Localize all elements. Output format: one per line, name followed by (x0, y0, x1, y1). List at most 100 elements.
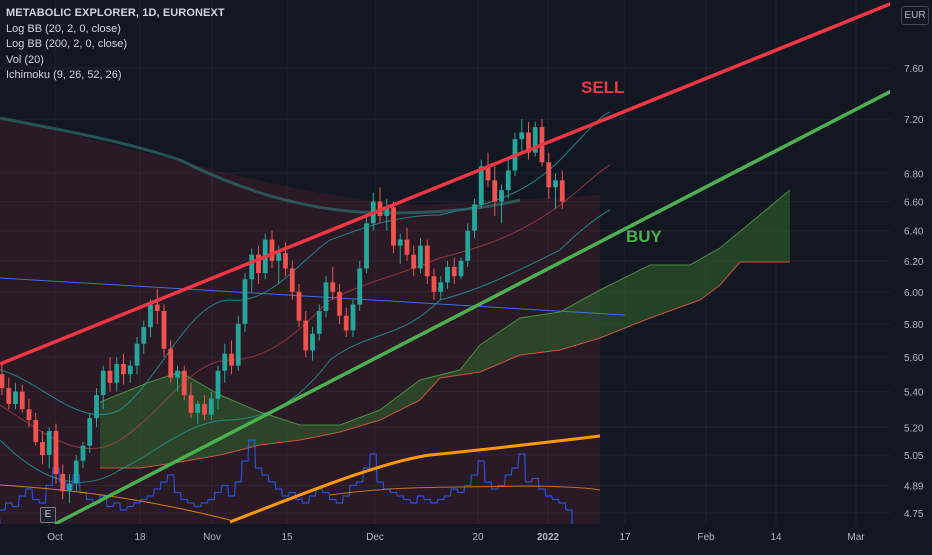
candle (316, 304, 322, 341)
candle (114, 357, 120, 392)
candle (330, 266, 336, 300)
candle-body (316, 310, 322, 334)
candle-body (559, 180, 565, 202)
time-tick-label: Mar (847, 532, 865, 543)
candle-body (404, 239, 410, 255)
candle-body (40, 441, 45, 456)
time-tick-label: Nov (203, 532, 221, 543)
bb200-upper (0, 116, 521, 215)
candle (87, 412, 93, 454)
legend-volume[interactable]: Vol (20) (6, 53, 44, 66)
time-tick-label: 15 (281, 532, 293, 543)
candle (397, 233, 403, 264)
candle-body (141, 327, 147, 344)
symbol-title[interactable]: METABOLIC EXPLORER, 1D, EURONEXT (6, 7, 225, 19)
price-tick-label: 5.60 (904, 353, 924, 364)
currency-badge[interactable]: EUR (901, 6, 929, 25)
candle (13, 382, 18, 410)
candle (445, 260, 450, 289)
candle-body (350, 304, 356, 331)
candle (229, 340, 234, 375)
volume-ma-line (0, 484, 231, 521)
candle (289, 260, 295, 300)
candle-body (100, 370, 106, 396)
price-tick-label: 4.75 (904, 509, 924, 520)
candle (208, 391, 214, 421)
price-tick-label: 6.60 (904, 198, 924, 209)
candle-body (67, 483, 72, 492)
price-axis: 4.75 4.89 5.05 5.20 5.40 5.60 5.80 6.00 6.20 6.40… (904, 64, 924, 520)
candle (451, 257, 457, 284)
sell-annotation: SELL (581, 78, 625, 97)
cloud-span-b (100, 261, 790, 469)
candle-body (26, 409, 32, 421)
candle (350, 299, 356, 338)
volume-series (0, 439, 573, 524)
candle (73, 455, 79, 492)
candle-body (215, 370, 221, 399)
candle (235, 315, 241, 371)
candle-body (175, 370, 180, 378)
candle-body (505, 170, 511, 191)
buy-annotation: BUY (626, 227, 662, 246)
candle (40, 430, 45, 465)
candle-body (526, 132, 531, 153)
candle-body (53, 430, 59, 474)
candle-body (499, 190, 504, 202)
candle-body (235, 323, 241, 366)
candle (26, 398, 32, 428)
candle (519, 119, 525, 153)
candle-body (46, 430, 52, 456)
legend-log-bb-200[interactable]: Log BB (200, 2, 0, close) (6, 38, 128, 50)
legend-log-bb-20[interactable]: Log BB (20, 2, 0, close) (6, 22, 121, 35)
price-tick-label: 5.20 (904, 423, 924, 434)
candle (472, 198, 477, 239)
candle-body (438, 282, 444, 292)
time-tick-label: 2022 (537, 532, 560, 543)
candle-body (283, 253, 288, 269)
candle-body (357, 268, 363, 305)
time-tick-label: 20 (472, 532, 484, 543)
price-tick-label: 7.60 (904, 64, 924, 75)
candle-body (134, 343, 140, 366)
candle (0, 363, 5, 396)
candle (269, 230, 275, 269)
candle (296, 283, 302, 328)
candle (67, 473, 72, 504)
price-tick-label: 6.80 (904, 169, 924, 180)
candle-body (323, 282, 329, 311)
candle-body (202, 403, 207, 415)
candle (424, 239, 430, 284)
candle-body (397, 239, 403, 246)
candle-body (330, 282, 336, 292)
candle (249, 248, 255, 292)
candle (485, 152, 491, 188)
time-tick-label: 17 (619, 532, 631, 543)
earnings-marker[interactable]: E (40, 507, 56, 523)
candle-body (195, 403, 201, 413)
candle (431, 268, 437, 300)
candle-body (127, 365, 133, 375)
time-tick-label: Dec (366, 532, 384, 543)
price-tick-label: 6.20 (904, 257, 924, 268)
candle (222, 343, 228, 383)
candle (6, 377, 12, 410)
candle-body (492, 180, 498, 202)
candle (438, 276, 444, 300)
candle (559, 170, 565, 209)
candle (80, 441, 86, 469)
legend-ichimoku[interactable]: Ichimoku (9, 26, 52, 26) (6, 69, 122, 81)
bb20-upper (0, 111, 611, 416)
candle (310, 327, 315, 361)
candle-body (121, 363, 126, 375)
candle-body (242, 279, 248, 324)
candle (337, 283, 342, 324)
candle (60, 464, 66, 500)
candle-body (73, 460, 79, 484)
candle (411, 245, 417, 277)
time-axis: Oct 18 Nov 15 Dec 20 2022 17 Feb 14 Mar (47, 532, 865, 543)
candle-body (276, 253, 282, 261)
candle-body (208, 398, 214, 415)
